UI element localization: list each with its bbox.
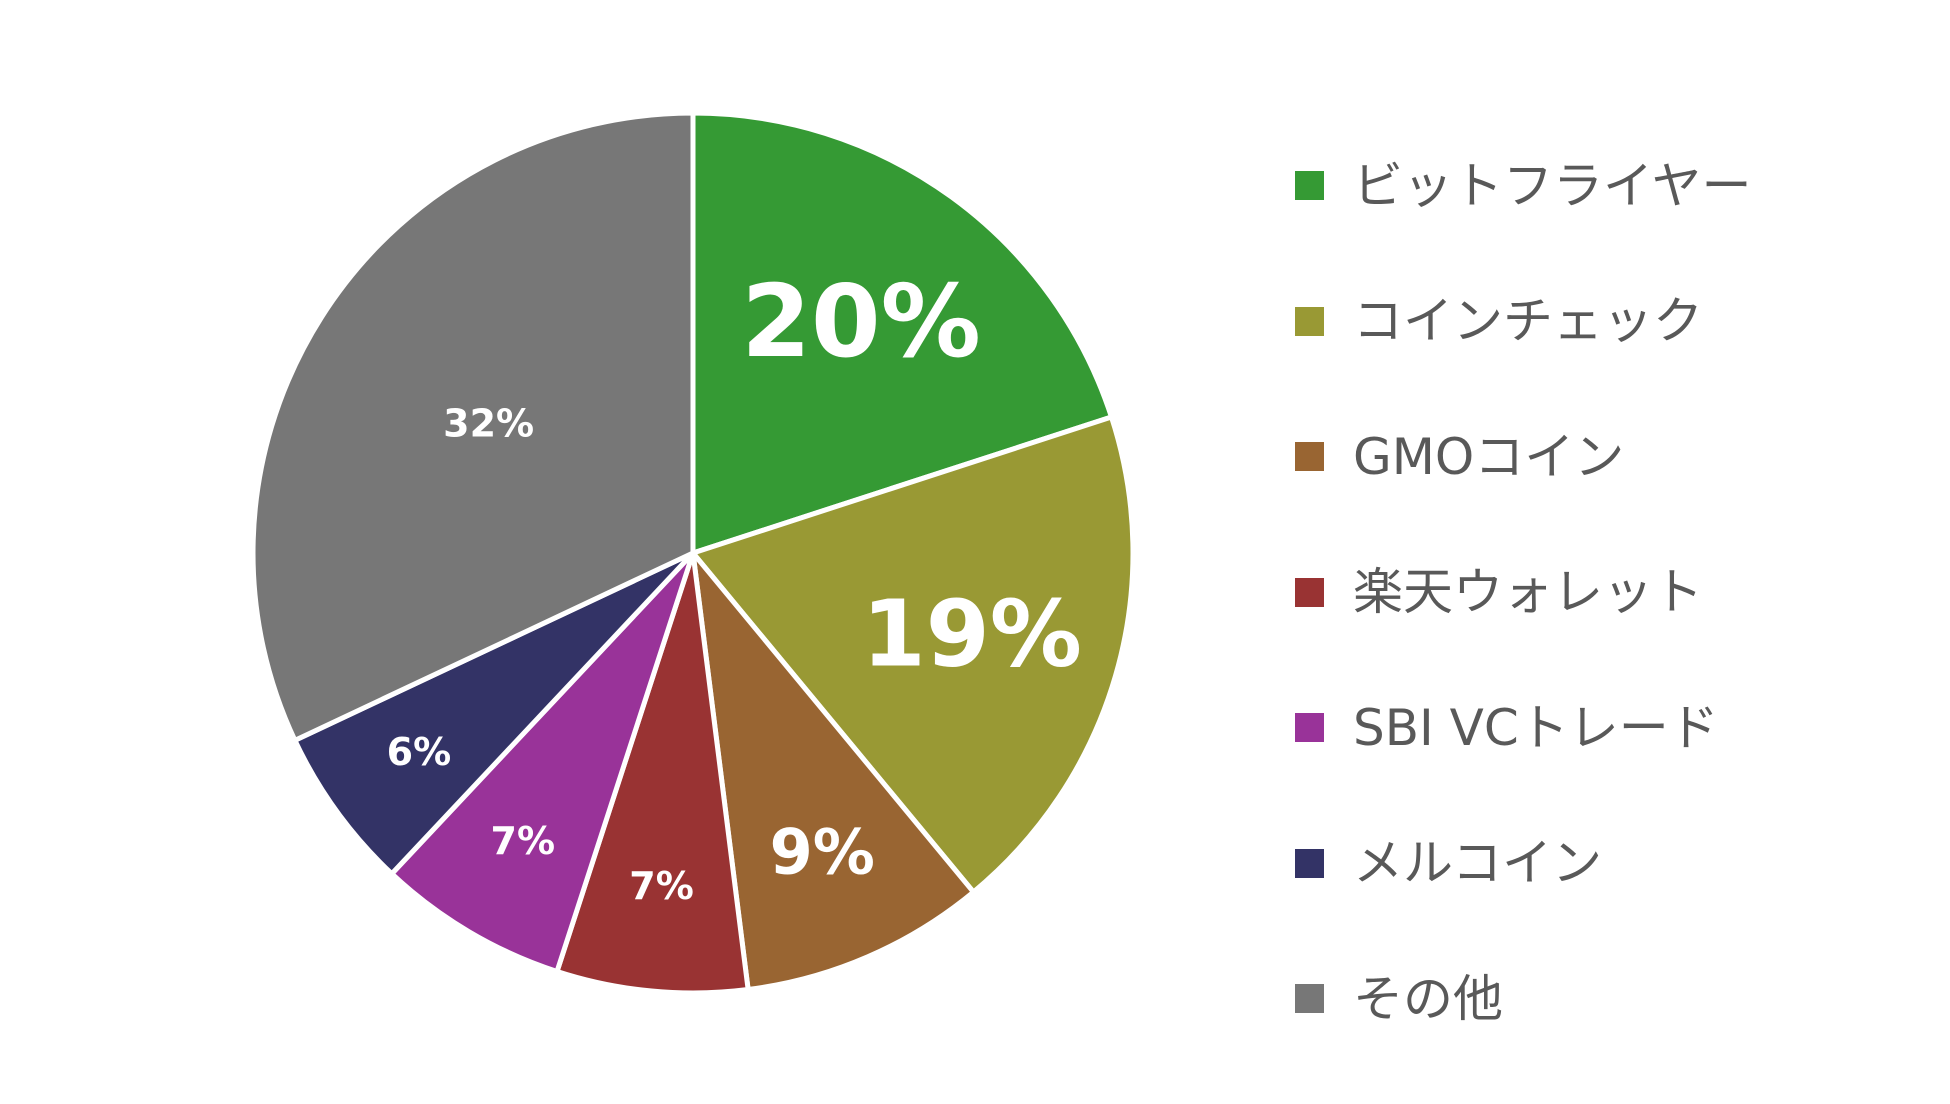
slice-data-label: 32% — [443, 401, 534, 445]
pie-slice — [690, 414, 1136, 895]
legend-label: コインチェック — [1353, 292, 1703, 351]
pie-labels: 20% 19% 9% 7% 7% 6% 32% — [387, 263, 1082, 908]
legend-label: その他 — [1353, 969, 1503, 1028]
legend-label: ビットフライヤー — [1353, 156, 1752, 215]
legend-item: SBI VCトレード — [1295, 660, 1935, 796]
pie-slice — [690, 110, 1114, 556]
legend-label: 楽天ウォレット — [1353, 563, 1703, 622]
legend-swatch — [1295, 713, 1324, 743]
pie-slice — [292, 550, 696, 877]
legend-swatch — [1295, 306, 1324, 336]
pie-slice — [389, 550, 696, 974]
legend-label: GMOコイン — [1353, 427, 1625, 486]
legend-item: GMOコイン — [1295, 389, 1935, 525]
slice-data-label: 9% — [770, 815, 875, 888]
legend-swatch — [1295, 442, 1324, 472]
legend-item: コインチェック — [1295, 254, 1935, 390]
slice-data-label: 7% — [491, 819, 556, 863]
legend-swatch — [1295, 848, 1324, 878]
legend-swatch — [1295, 171, 1324, 201]
legend-swatch — [1295, 577, 1324, 607]
pie-slices — [250, 110, 1136, 996]
pie-slice — [554, 550, 751, 996]
chart-legend: ビットフライヤー コインチェック GMOコイン 楽天ウォレット SBI VCトレ… — [1295, 118, 1935, 1067]
legend-item: メルコイン — [1295, 796, 1935, 932]
pie-slice — [250, 110, 696, 743]
slice-data-label: 7% — [629, 864, 694, 908]
slice-data-label: 20% — [741, 263, 980, 380]
pie-slice — [690, 550, 976, 993]
legend-swatch — [1295, 984, 1324, 1014]
slice-data-label: 19% — [862, 581, 1082, 688]
slice-data-label: 6% — [387, 730, 452, 774]
legend-label: メルコイン — [1353, 834, 1602, 893]
legend-item: 楽天ウォレット — [1295, 525, 1935, 661]
legend-item: ビットフライヤー — [1295, 118, 1935, 254]
legend-item: その他 — [1295, 931, 1935, 1067]
legend-label: SBI VCトレード — [1353, 698, 1719, 757]
